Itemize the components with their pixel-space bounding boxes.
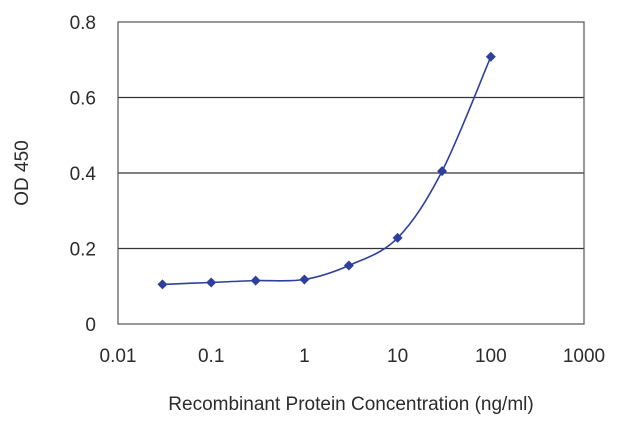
- y-tick-label: 0.2: [70, 240, 96, 261]
- grid-lines: [118, 96, 584, 250]
- y-tick-label: 0.4: [70, 164, 97, 185]
- plot-area-frame: [117, 21, 585, 325]
- x-axis-title: Recombinant Protein Concentration (ng/ml…: [168, 394, 533, 415]
- y-axis-title: OD 450: [12, 140, 33, 205]
- y-tick-labels: 0 0.2 0.4 0.6 0.8: [70, 13, 97, 336]
- x-tick-labels: 0.01 0.1 1 10 100 1000: [100, 346, 606, 367]
- series-line: [162, 56, 492, 286]
- data-point: [250, 275, 261, 286]
- data-point: [485, 51, 496, 62]
- data-point: [206, 277, 217, 288]
- x-tick-label: 100: [475, 346, 507, 367]
- y-tick-label: 0.8: [70, 13, 96, 34]
- x-tick-label: 0.1: [198, 346, 224, 367]
- data-point: [437, 166, 448, 177]
- data-point: [157, 279, 168, 290]
- x-tick-label: 0.01: [100, 346, 137, 367]
- x-tick-label: 1000: [563, 346, 605, 367]
- series-points: [157, 51, 496, 290]
- y-tick-label: 0.6: [70, 89, 96, 110]
- y-tick-label: 0: [85, 315, 96, 336]
- data-point: [299, 274, 310, 285]
- x-tick-label: 1: [299, 346, 310, 367]
- data-point: [343, 260, 354, 271]
- x-tick-label: 10: [387, 346, 408, 367]
- data-point: [392, 232, 403, 243]
